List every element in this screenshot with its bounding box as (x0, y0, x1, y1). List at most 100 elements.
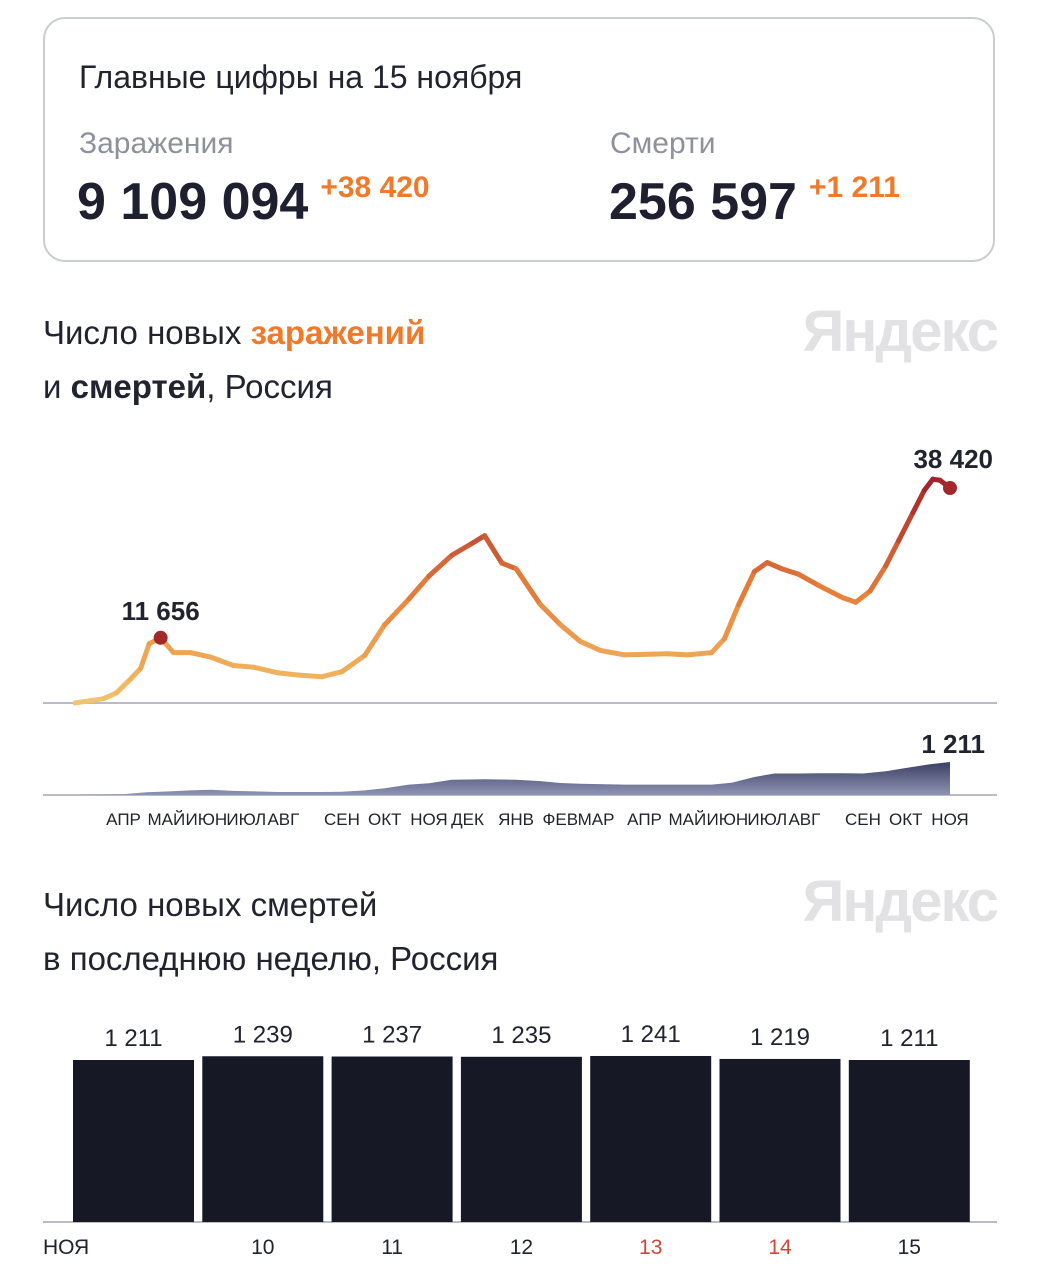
infections-line-segment (867, 563, 889, 594)
infections-line-segment (721, 602, 742, 642)
latest-deaths-label: 1 211 (921, 729, 985, 759)
title-line1: Число новых смертей (43, 886, 378, 923)
peak-marker-2020 (153, 630, 168, 645)
bar-value-label: 1 235 (491, 1022, 551, 1049)
title-bold: смертей (70, 368, 207, 405)
x-tick-label: ИЮН (706, 810, 748, 829)
deaths-total: 256 597 (609, 173, 797, 231)
infections-line-segment (779, 566, 802, 577)
title-text: , Россия (206, 368, 333, 405)
x-tick-label: СЕН (324, 810, 360, 829)
infections-line-segment (295, 672, 325, 680)
infections-line-segment (406, 573, 432, 602)
x-tick-label: ИЮЛ (747, 810, 787, 829)
latest-infections-label: 38 420 (913, 444, 993, 474)
x-tick-label: АВГ (788, 810, 820, 829)
bar-value-label: 1 211 (880, 1025, 938, 1052)
infections-line-segment (113, 676, 134, 696)
title-line2: в последнюю неделю, Россия (43, 940, 499, 977)
deaths-label: Смерти (610, 127, 716, 160)
deaths-area-series (75, 762, 950, 795)
bar-value-label: 1 241 (621, 1021, 681, 1048)
infections-line-segment (664, 651, 690, 658)
x-tick-label: СЕН (845, 810, 881, 829)
x-tick-label: ЯНВ (498, 810, 534, 829)
infections-delta: +38 420 (320, 171, 430, 204)
infections-line-segment (896, 510, 916, 544)
infections-line-segment (853, 588, 873, 605)
x-tick-label: АПР (627, 810, 662, 829)
chart1-title: Число новых заражений и смертей, Россия (43, 306, 425, 414)
title-text: и (43, 368, 71, 405)
title-text: Число новых (43, 314, 251, 351)
x-tick-label: 15 (898, 1236, 921, 1259)
bar-value-label: 1 237 (362, 1022, 422, 1049)
infections-stat: 9 109 094 +38 420 (77, 171, 430, 232)
x-tick-label: ОКТ (368, 810, 402, 829)
x-tick-label: 13 (639, 1236, 662, 1259)
infections-line-segment (622, 651, 648, 658)
x-tick-label: ИЮЛ (226, 810, 266, 829)
bar (202, 1056, 324, 1222)
infections-line-segment (796, 571, 822, 588)
x-tick-label: НОЯ (410, 810, 447, 829)
infections-line-segment (537, 602, 563, 628)
x-tick-label: МАЙ (668, 810, 706, 829)
infections-line-segment (188, 650, 214, 660)
x-tick-label: ФЕВ (543, 810, 579, 829)
summary-card: Главные цифры на 15 ноября Заражения 9 1… (43, 17, 995, 262)
infections-line-segment (597, 647, 628, 658)
yandex-logo: Яндекс (802, 869, 999, 934)
x-tick-label: МАЙ (147, 810, 185, 829)
infections-line-segment (709, 636, 727, 656)
infections-line-segment (382, 596, 412, 628)
infections-line-segment (816, 582, 846, 601)
infections-line-segment (275, 670, 301, 678)
x-tick-label: 14 (768, 1236, 792, 1259)
infections-line-segment (250, 664, 281, 676)
deaths-stat: 256 597 +1 211 (609, 171, 900, 232)
yandex-logo: Яндекс (802, 299, 999, 364)
peak-label-2020: 11 656 (122, 596, 200, 626)
bar-value-label: 1 239 (233, 1021, 293, 1048)
x-tick-label: НОЯ (931, 810, 968, 829)
infections-line-segment (138, 641, 152, 671)
infections-line-segment (736, 568, 757, 608)
x-tick-label: АПР (106, 810, 141, 829)
x-tick-label: НОЯ (43, 1236, 89, 1259)
infections-line-segment (499, 560, 519, 572)
infections-line-segment (449, 541, 475, 558)
title-highlight: заражений (250, 314, 426, 351)
infections-label: Заражения (79, 127, 234, 160)
bar (331, 1056, 453, 1222)
bar (719, 1058, 841, 1222)
infections-line-segment (557, 622, 583, 644)
infections-line-segment (684, 650, 715, 658)
x-tick-label: ИЮН (185, 810, 227, 829)
x-tick-label: АВГ (267, 810, 299, 829)
infections-line-segment (319, 669, 345, 680)
bar (590, 1055, 712, 1222)
x-tick-label: 10 (251, 1236, 274, 1259)
infections-line-segment (751, 560, 770, 574)
infections-total: 9 109 094 (77, 173, 309, 231)
deaths-delta: +1 211 (808, 171, 900, 204)
infections-line-segment (642, 651, 670, 657)
latest-infections-marker (943, 481, 957, 495)
infections-line-segment (910, 487, 927, 516)
infections-line-segment (577, 638, 603, 653)
bar (848, 1060, 970, 1222)
infections-line-segment (208, 654, 236, 669)
bar-value-label: 1 219 (750, 1024, 810, 1051)
infections-line-segment (482, 533, 505, 566)
infections-line-segment (513, 566, 543, 608)
x-tick-label: МАР (578, 810, 615, 829)
bar (73, 1060, 194, 1222)
x-tick-label: ОКТ (889, 810, 923, 829)
x-tick-label: ДЕК (451, 810, 484, 829)
infections-line-segment (764, 560, 785, 572)
bar (460, 1056, 582, 1222)
